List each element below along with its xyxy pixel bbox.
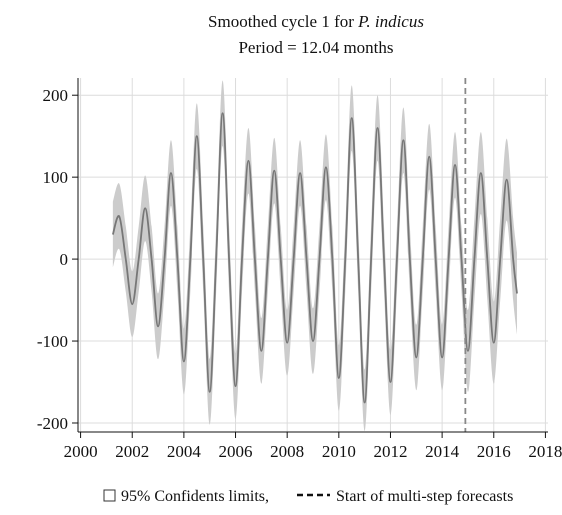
y-tick-label: 100 bbox=[43, 168, 69, 187]
x-tick-label: 2016 bbox=[477, 442, 511, 461]
x-tick-label: 2006 bbox=[219, 442, 253, 461]
chart-subtitle: Period = 12.04 months bbox=[238, 38, 393, 57]
x-tick-label: 2014 bbox=[425, 442, 460, 461]
x-tick-label: 2008 bbox=[270, 442, 304, 461]
x-tick-label: 2018 bbox=[528, 442, 562, 461]
legend-forecast-label: Start of multi-step forecasts bbox=[336, 488, 513, 505]
title-species: P. indicus bbox=[357, 12, 424, 31]
y-tick-label: 200 bbox=[43, 86, 69, 105]
cycle-line bbox=[111, 112, 518, 404]
x-tick-label: 2010 bbox=[322, 442, 356, 461]
y-tick-label: 0 bbox=[60, 250, 69, 269]
x-tick-label: 2000 bbox=[64, 442, 98, 461]
chart-title: Smoothed cycle 1 for P. indicus bbox=[208, 12, 424, 31]
confidence-band bbox=[112, 80, 518, 432]
x-tick-label: 2002 bbox=[115, 442, 149, 461]
y-tick-label: -100 bbox=[37, 332, 68, 351]
legend-band-label: 95% Confidents limits, bbox=[121, 488, 269, 505]
title-text: Smoothed cycle 1 for bbox=[208, 12, 354, 31]
legend-band-swatch bbox=[103, 489, 116, 502]
y-tick-label: -200 bbox=[37, 414, 68, 433]
x-tick-label: 2012 bbox=[373, 442, 407, 461]
x-tick-label: 2004 bbox=[167, 442, 202, 461]
